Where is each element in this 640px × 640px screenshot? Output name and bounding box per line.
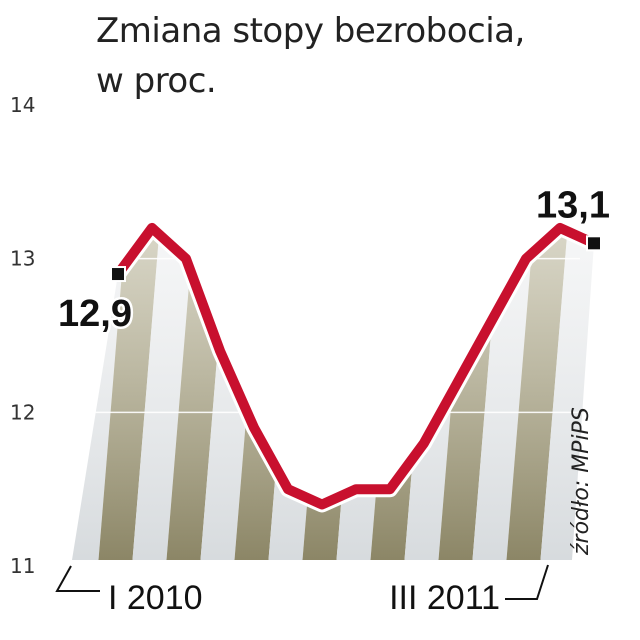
x-axis-bracket-right	[505, 564, 549, 600]
data-marker	[586, 235, 602, 252]
data-label: 13,1	[536, 184, 610, 226]
area-stripe	[608, 150, 640, 566]
data-labels: 12,9 13,1	[56, 182, 613, 338]
source-label: źródło: MPiPS	[569, 407, 594, 556]
y-axis-ticks: 11 12 13 14	[10, 93, 35, 578]
area-stripe	[540, 227, 594, 560]
data-marker	[110, 266, 126, 283]
x-axis-bracket-left	[55, 565, 100, 592]
y-tick-label: 11	[10, 554, 35, 578]
grid-lines	[90, 257, 580, 414]
x-tick-label: I 2010	[108, 579, 203, 617]
chart-title-line1: Zmiana stopy bezrobocia,	[96, 11, 525, 51]
y-tick-label: 14	[10, 93, 35, 117]
area-stripe	[98, 227, 166, 560]
y-tick-label: 13	[10, 247, 35, 271]
x-axis: I 2010 III 2011	[55, 564, 549, 617]
y-tick-label: 12	[10, 400, 35, 424]
chart-title-line2: w proc.	[96, 61, 217, 101]
area-stripe	[506, 227, 574, 560]
data-label: 12,9	[58, 293, 132, 335]
series-unemployment	[110, 219, 602, 513]
x-tick-label: III 2011	[389, 579, 500, 617]
chart-title: Zmiana stopy bezrobocia, w proc.	[96, 6, 616, 106]
